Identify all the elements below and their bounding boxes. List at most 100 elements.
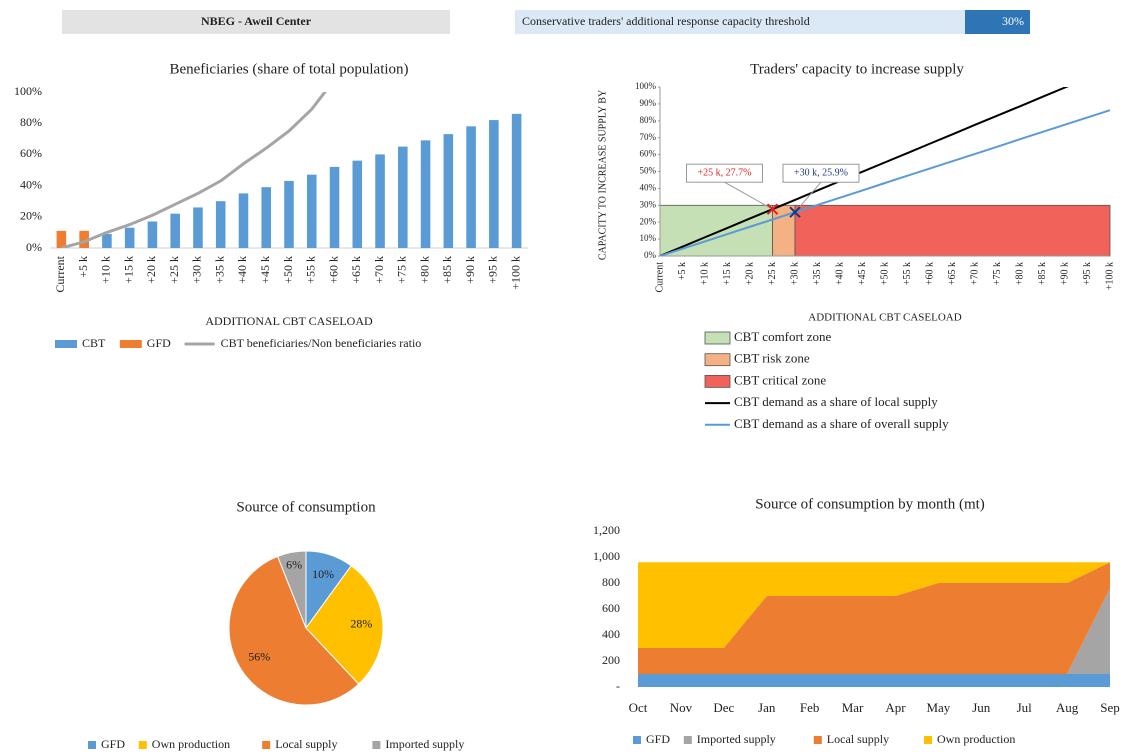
legend-label: CBT risk zone: [734, 351, 810, 366]
legend-label: CBT beneficiaries/Non beneficiaries rati…: [221, 336, 422, 350]
slice-label: 56%: [248, 649, 270, 663]
annotation-marker: [766, 203, 779, 215]
bar: [56, 230, 67, 248]
demand-line: [660, 87, 1069, 256]
area: [638, 562, 1110, 674]
x-tick-label: +70 k: [372, 256, 386, 284]
legend-marker: [55, 340, 77, 348]
x-tick-label: +90 k: [463, 256, 477, 284]
area: [638, 562, 1110, 648]
annotation-label: +30 k, 25.9%: [794, 168, 848, 179]
x-tick-label: +50 k: [281, 256, 295, 284]
x-tick-label: Jul: [1017, 700, 1033, 715]
legend-marker: [372, 741, 381, 749]
annotation-label: +25 k, 27.7%: [698, 167, 752, 178]
legend-label: CBT critical zone: [734, 372, 826, 387]
bar: [329, 166, 340, 248]
x-tick-label: +45 k: [258, 256, 272, 284]
x-tick-label: +35 k: [812, 262, 823, 285]
legend-label: Own production: [152, 737, 230, 751]
x-tick-label: +40 k: [235, 256, 249, 284]
x-tick-label: +40 k: [834, 262, 845, 285]
y-tick-label: 400: [602, 627, 620, 641]
x-axis-label: ADDITIONAL CBT CASELOAD: [808, 312, 961, 324]
x-tick-label: +25 k: [167, 256, 181, 284]
x-tick-label: +65 k: [349, 256, 363, 284]
x-tick-label: Aug: [1056, 700, 1079, 715]
annotation-box: [782, 163, 860, 183]
bar: [443, 134, 454, 248]
x-tick-label: +5 k: [76, 256, 90, 278]
x-tick-label: +100 k: [508, 256, 522, 290]
bar: [79, 230, 89, 248]
legend-marker: [633, 736, 641, 744]
legend-marker: [704, 374, 731, 388]
legend-marker: [704, 353, 731, 367]
pie-slice: [228, 555, 360, 706]
x-tick-label: +55 k: [304, 256, 318, 284]
y-tick-label: 100%: [14, 84, 42, 98]
x-tick-label: +90 k: [1059, 262, 1070, 285]
x-tick-label: Nov: [670, 700, 693, 715]
threshold-box: [515, 10, 965, 34]
ratio-line: [60, 92, 327, 248]
x-tick-label: +85 k: [1037, 262, 1048, 285]
legend-marker: [704, 331, 731, 345]
slice-label: 10%: [312, 567, 334, 581]
y-tick-label: 60%: [640, 149, 657, 159]
slice-label: 6%: [286, 558, 302, 572]
bar: [306, 174, 317, 248]
x-tick-label: +20 k: [744, 262, 755, 285]
bar: [215, 201, 226, 248]
y-tick-label: 1,200: [593, 523, 620, 537]
threshold-value-box: [965, 10, 1030, 34]
legend-label: GFD: [101, 737, 125, 751]
bar: [193, 207, 203, 248]
y-tick-label: -: [616, 679, 620, 693]
x-tick-label: +75 k: [395, 256, 409, 284]
x-tick-label: Mar: [842, 700, 864, 715]
chart-title: Source of consumption by month (mt): [755, 496, 985, 512]
bar: [398, 146, 408, 248]
annotation-leader: [724, 181, 773, 210]
legend-marker: [119, 340, 142, 348]
y-tick-label: 80%: [640, 115, 657, 125]
legend-label: Imported supply: [385, 737, 464, 751]
x-tick-label: +10 k: [699, 262, 710, 285]
x-tick-label: +15 k: [722, 262, 733, 285]
bar: [375, 154, 385, 248]
bar: [147, 221, 158, 248]
legend-label: CBT comfort zone: [734, 329, 831, 344]
legend-label: GFD: [646, 732, 670, 746]
bar: [261, 187, 272, 248]
legend-label: CBT: [82, 336, 106, 350]
y-tick-label: 30%: [640, 199, 657, 209]
pie-slice: [277, 550, 307, 629]
x-tick-label: +10 k: [99, 256, 113, 284]
header-title: NBEG - Aweil Center: [201, 14, 312, 28]
zone: [794, 204, 1111, 257]
x-tick-label: Feb: [800, 700, 820, 715]
bar: [352, 160, 363, 248]
legend-marker: [924, 736, 932, 744]
threshold-label: Conservative traders' additional respons…: [522, 14, 810, 28]
x-tick-label: +25 k: [767, 262, 778, 285]
x-tick-label: +80 k: [417, 256, 431, 284]
y-tick-label: 20%: [640, 216, 657, 226]
chart-title: Beneficiaries (share of total population…: [169, 61, 408, 77]
bar: [102, 233, 112, 248]
x-tick-label: +60 k: [326, 256, 340, 284]
x-tick-label: +15 k: [121, 256, 135, 284]
bar: [238, 193, 249, 248]
header-box: [62, 10, 450, 34]
chart-title: Traders' capacity to increase supply: [750, 61, 964, 77]
chart-title: Source of consumption: [236, 499, 376, 515]
y-tick-label: 90%: [640, 98, 657, 108]
demand-line: [660, 109, 1111, 256]
y-tick-label: 60%: [20, 146, 42, 160]
bar: [420, 140, 431, 248]
legend-label: Imported supply: [697, 732, 776, 746]
bar: [170, 213, 180, 248]
x-tick-label: +70 k: [969, 262, 980, 285]
